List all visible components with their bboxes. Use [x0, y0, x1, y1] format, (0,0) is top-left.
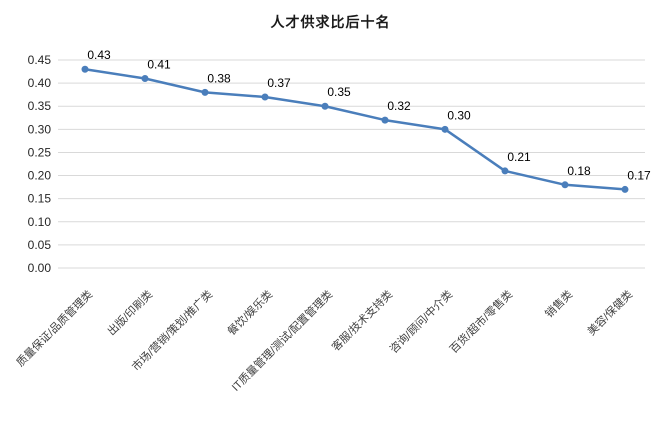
data-value-label: 0.41 — [147, 57, 171, 71]
y-axis-tick-label: 0.05 — [28, 238, 52, 252]
data-point-marker — [201, 88, 209, 96]
y-axis-tick-label: 0.20 — [28, 169, 52, 183]
data-value-label: 0.43 — [87, 48, 111, 62]
x-axis-category-label: 百货/超市/零售类 — [446, 287, 515, 356]
data-point-marker — [621, 185, 629, 193]
data-point-marker — [381, 116, 389, 124]
y-axis-tick-label: 0.10 — [28, 215, 52, 229]
data-value-label: 0.37 — [267, 76, 291, 90]
y-axis-tick-label: 0.30 — [28, 122, 52, 136]
x-axis-category-label: 销售类 — [542, 287, 575, 320]
data-value-label: 0.30 — [447, 108, 471, 122]
x-axis-category-label: 出版/印刷类 — [104, 287, 155, 338]
x-axis-category-label: 美容/保健类 — [584, 287, 635, 338]
data-point-marker — [441, 125, 449, 133]
x-axis-category-label: IT质量管理/测试/配置管理类 — [228, 287, 335, 394]
y-axis-tick-label: 0.15 — [28, 192, 52, 206]
data-value-label: 0.21 — [507, 150, 531, 164]
data-point-marker — [501, 167, 509, 175]
chart-title: 人才供求比后十名 — [270, 14, 391, 30]
data-point-marker — [261, 93, 269, 101]
data-line — [83, 67, 627, 191]
x-axis-category-label: 质量保证/品质管理类 — [13, 287, 95, 369]
data-point-marker — [141, 74, 149, 82]
data-point-marker — [81, 65, 89, 73]
y-axis-tick-label: 0.40 — [28, 76, 52, 90]
y-axis-tick-label: 0.45 — [28, 53, 52, 67]
data-value-label: 0.18 — [567, 164, 591, 178]
data-point-marker — [561, 181, 569, 189]
data-value-label: 0.32 — [387, 99, 411, 113]
x-axis-category-label: 客服/技术支持类 — [329, 287, 396, 354]
y-axis-tick-label: 0.25 — [28, 145, 52, 159]
x-axis-category-label: 咨询/顾问/中介类 — [386, 287, 455, 356]
data-value-label: 0.38 — [207, 71, 231, 85]
y-axis-tick-label: 0.00 — [28, 261, 52, 275]
data-point-marker — [321, 102, 329, 110]
data-value-label: 0.17 — [627, 168, 651, 182]
data-value-label: 0.35 — [327, 85, 351, 99]
y-axis-tick-label: 0.35 — [28, 99, 52, 113]
x-axis-category-label: 餐饮/娱乐类 — [224, 287, 275, 338]
